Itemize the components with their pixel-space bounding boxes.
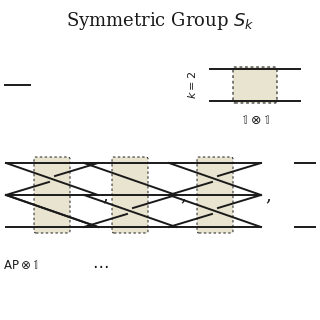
Text: ,: , <box>265 186 271 204</box>
FancyBboxPatch shape <box>197 157 233 233</box>
Text: Symmetric Group $S_k$: Symmetric Group $S_k$ <box>66 10 254 32</box>
Text: $\cdots$: $\cdots$ <box>92 257 108 274</box>
Text: $\mathbb{1} \otimes \mathbb{1}$: $\mathbb{1} \otimes \mathbb{1}$ <box>241 113 269 127</box>
Text: $\mathrm{AP} \otimes \mathbb{1}$: $\mathrm{AP} \otimes \mathbb{1}$ <box>3 258 39 272</box>
FancyBboxPatch shape <box>34 157 70 233</box>
FancyBboxPatch shape <box>233 67 277 103</box>
Text: $k=2$: $k=2$ <box>186 71 198 99</box>
FancyBboxPatch shape <box>112 157 148 233</box>
Text: ,: , <box>180 186 186 204</box>
Text: ,: , <box>102 186 108 204</box>
